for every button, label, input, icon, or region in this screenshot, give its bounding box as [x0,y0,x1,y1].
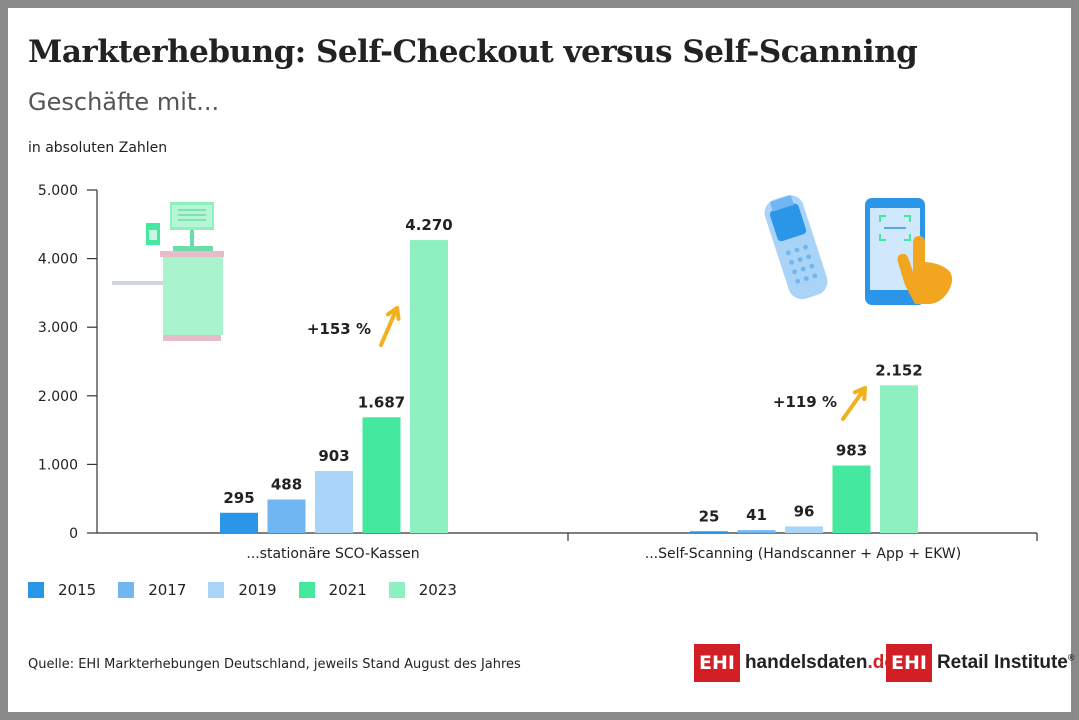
legend-item-2019: 2019 [208,580,277,600]
legend-swatch [118,582,135,598]
handelsdaten-logo[interactable]: EHI handelsdaten.de [694,642,895,684]
legend-item-2015: 2015 [28,580,96,600]
data-label: 4.270 [405,216,452,234]
bar-2017-2 [737,530,776,533]
growth-arrowhead-icon [852,386,867,401]
data-label: 488 [271,476,302,494]
bar-2021-2 [832,465,871,533]
bar-2017-1 [267,499,306,533]
smartphone-scan-icon [865,198,953,305]
growth-annotation: +119 % [773,393,837,411]
legend-swatch [298,582,315,598]
y-tick-label: 5.000 [38,183,78,199]
legend-label: 2015 [58,581,97,599]
handelsdaten-wordmark: handelsdaten.de [744,652,895,673]
data-label: 903 [318,447,349,465]
y-tick-label: 4.000 [38,252,78,268]
legend-item-2021: 2021 [298,580,367,600]
x-category-label: ...stationäre SCO-Kassen [246,546,419,562]
bar-2023-1 [410,240,448,533]
chart-legend: 2015 2017 2019 2021 2023 [28,580,479,600]
data-label: 41 [746,506,767,524]
ehi-retail-institute-logo[interactable]: EHI Retail Institute® [886,642,1075,684]
bar-2019-2 [785,526,823,533]
bar-2021-1 [362,417,401,533]
legend-swatch [388,582,405,598]
ehi-logo-box: EHI [886,644,932,682]
x-category-label: ...Self-Scanning (Handscanner + App + EK… [645,546,961,562]
bar-2015-2 [690,531,728,533]
legend-item-2023: 2023 [388,580,457,600]
growth-annotation: +153 % [307,320,371,338]
source-note: Quelle: EHI Markterhebungen Deutschland,… [28,657,521,672]
legend-label: 2021 [328,581,367,599]
bar-2015-1 [220,512,258,533]
legend-label: 2023 [418,581,457,599]
y-tick-label: 1.000 [38,457,78,473]
legend-label: 2017 [148,581,187,599]
chart-title: Markterhebung: Self-Checkout versus Self… [28,34,918,70]
legend-item-2017: 2017 [118,580,186,600]
data-label: 1.687 [358,393,405,411]
data-label: 983 [836,442,867,460]
data-label: 25 [699,507,720,525]
y-tick-label: 2.000 [38,389,78,405]
data-label: 96 [794,502,815,520]
self-checkout-kiosk-icon [112,202,224,341]
retail-institute-wordmark: Retail Institute® [936,652,1075,673]
data-label: 2.152 [875,361,922,379]
growth-arrow-icon [841,386,867,421]
y-tick-label: 3.000 [38,320,78,336]
legend-swatch [28,582,44,598]
chart-area: 0 1.000 2.000 3.000 4.000 5.000 295 488 903 1.687… [38,183,1038,562]
growth-arrow-icon [379,306,399,347]
ehi-logo-box: EHI [694,644,740,682]
chart-subtitle: Geschäfte mit... [28,88,220,116]
y-tick-label: 0 [69,526,78,542]
data-label: 295 [223,489,254,507]
unit-label: in absoluten Zahlen [28,140,168,156]
legend-swatch [208,582,225,598]
handheld-scanner-icon [764,195,828,300]
bar-2023-2 [880,385,918,533]
growth-arrowhead-icon [386,306,401,321]
bar-2019-1 [315,471,353,533]
legend-label: 2019 [238,581,277,599]
